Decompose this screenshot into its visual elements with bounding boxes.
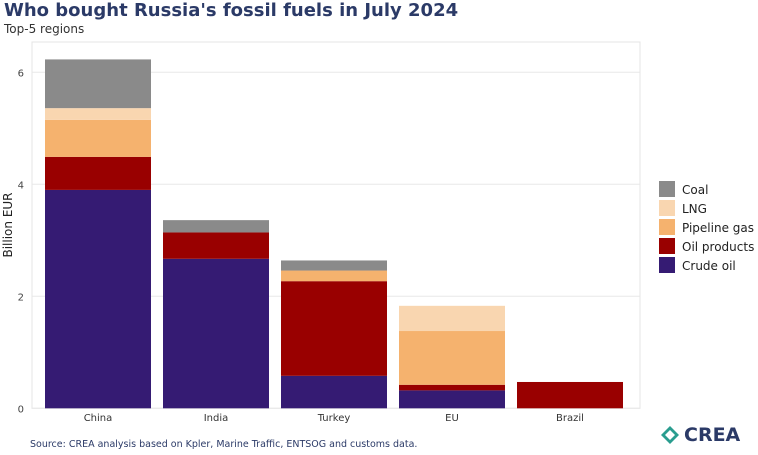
legend-swatch (659, 200, 675, 216)
bar-segment-oil-products (45, 156, 151, 190)
bar-segment-pipeline-gas (281, 270, 387, 282)
legend-swatch (659, 181, 675, 197)
x-tick-label: Brazil (556, 413, 584, 424)
y-tick-label: 4 (18, 180, 24, 191)
bar-segment-pipeline-gas (399, 331, 505, 385)
bar-segment-oil-products (163, 232, 269, 259)
x-tick-label: China (84, 413, 113, 424)
bar-segment-oil-products (399, 384, 505, 391)
bar-segment-lng (45, 108, 151, 120)
x-tick-label: Turkey (317, 413, 351, 424)
bar-segment-oil-products (517, 381, 623, 409)
x-tick-label: EU (445, 413, 459, 424)
logo-text: CREA (684, 424, 741, 446)
y-tick-label: 6 (18, 68, 24, 79)
legend-label: LNG (682, 202, 707, 216)
bar-segment-coal (163, 220, 269, 233)
bar-segment-oil-products (281, 281, 387, 376)
bar-segment-coal (45, 59, 151, 109)
legend-swatch (659, 238, 675, 254)
bar-segment-coal (281, 260, 387, 271)
y-tick-label: 2 (18, 292, 24, 303)
bar-segment-crude-oil (163, 258, 269, 409)
bar-segment-lng (399, 305, 505, 332)
y-tick-label: 0 (18, 404, 24, 415)
legend-label: Coal (682, 183, 708, 197)
legend-label: Pipeline gas (682, 221, 754, 235)
crea-logo-icon (661, 426, 679, 444)
legend-label: Crude oil (682, 259, 736, 273)
chart-subtitle: Top-5 regions (4, 22, 85, 36)
crea-logo: CREA (660, 424, 740, 446)
chart-title: Who bought Russia's fossil fuels in July… (4, 0, 459, 21)
stacked-bar-chart: 0 2 4 6 Billion EUR China India Turkey EU Brazil C… (1, 41, 754, 424)
source-note: Source: CREA analysis based on Kpler, Ma… (30, 439, 418, 450)
bar-segment-crude-oil (399, 390, 505, 409)
legend-swatch (659, 257, 675, 273)
x-tick-label: India (204, 413, 229, 424)
bar-segment-crude-oil (45, 189, 151, 409)
legend-label: Oil products (682, 240, 754, 254)
bar-segment-crude-oil (281, 375, 387, 409)
y-axis-label: Billion EUR (1, 192, 15, 257)
bar-segment-pipeline-gas (45, 119, 151, 157)
legend-swatch (659, 219, 675, 235)
